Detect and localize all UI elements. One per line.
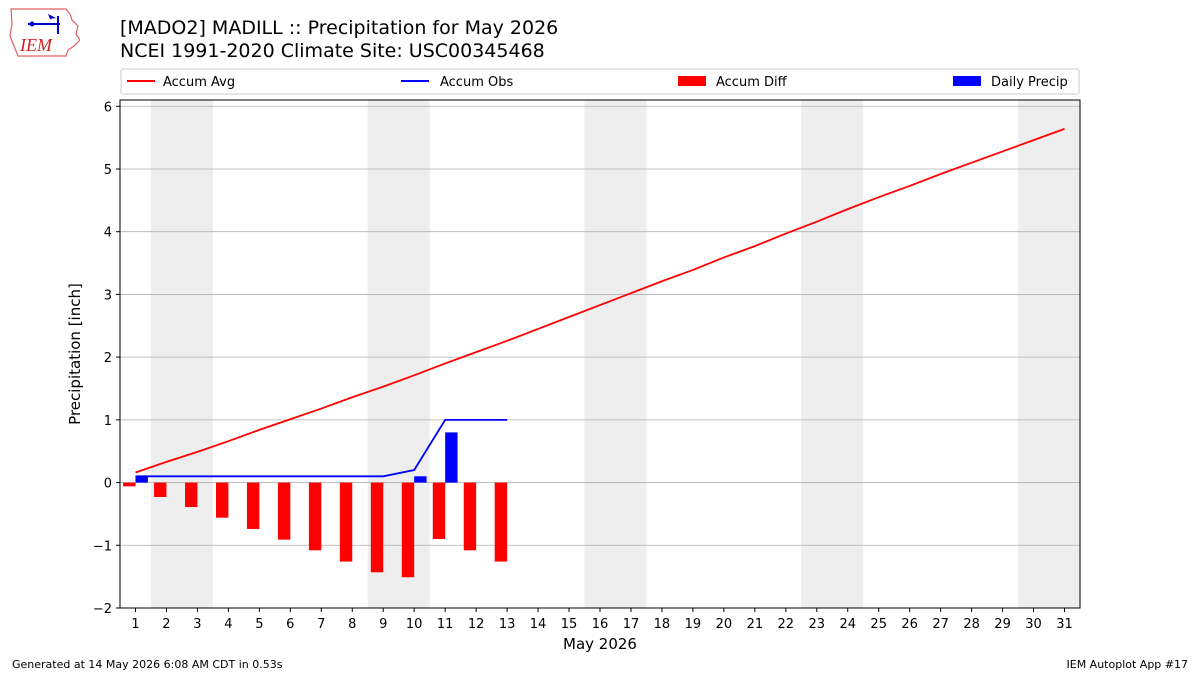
y-tick-label: 1 <box>104 414 112 429</box>
accum-diff-bar <box>463 482 477 551</box>
x-tick-label: 2 <box>162 617 170 632</box>
x-tick-label: 5 <box>255 617 263 632</box>
x-tick-label: 28 <box>963 617 980 632</box>
x-tick-label: 26 <box>901 617 918 632</box>
accum-diff-bar <box>494 482 508 562</box>
chart-subtitle: NCEI 1991-2020 Climate Site: USC00345468 <box>120 40 545 62</box>
accum-diff-bar <box>339 482 353 562</box>
x-tick-label: 23 <box>809 617 826 632</box>
legend-frame <box>120 68 1080 95</box>
accum-avg-line <box>135 128 1065 474</box>
accum-diff-bar <box>308 482 322 551</box>
legend-label-daily-precip: Daily Precip <box>991 75 1068 90</box>
x-tick-label: 10 <box>406 617 423 632</box>
legend: Accum Avg Accum Obs Accum Diff Daily Pre… <box>120 68 1080 95</box>
y-tick-label: 0 <box>104 477 112 492</box>
logo-text: IEM <box>19 35 53 55</box>
legend-label-accum-obs: Accum Obs <box>440 75 513 90</box>
app-credit: IEM Autoplot App #17 <box>1066 658 1189 671</box>
x-tick-label: 15 <box>561 617 578 632</box>
chart-title: [MADO2] MADILL :: Precipitation for May … <box>120 17 559 39</box>
x-tick-label: 7 <box>317 617 325 632</box>
x-tick-label: 14 <box>530 617 547 632</box>
y-tick-label: 3 <box>104 288 112 303</box>
x-tick-label: 1 <box>131 617 139 632</box>
iem-logo: IEM <box>9 8 80 57</box>
daily-precip-bar <box>135 476 148 483</box>
x-tick-label: 22 <box>778 617 795 632</box>
x-tick-label: 11 <box>437 617 454 632</box>
x-tick-label: 16 <box>592 617 609 632</box>
x-tick-label: 9 <box>379 617 387 632</box>
x-tick-label: 27 <box>932 617 949 632</box>
accum-diff-bar <box>154 482 167 497</box>
accum-diff-bar <box>123 482 136 487</box>
legend-label-accum-diff: Accum Diff <box>716 75 788 90</box>
accum-diff-bar <box>246 482 260 529</box>
x-tick-label: 13 <box>499 617 516 632</box>
legend-label-accum-avg: Accum Avg <box>163 75 235 90</box>
x-tick-label: 17 <box>623 617 640 632</box>
y-tick-label: 2 <box>104 351 112 366</box>
x-tick-label: 3 <box>193 617 201 632</box>
generated-timestamp: Generated at 14 May 2026 6:08 AM CDT in … <box>12 658 283 671</box>
x-tick-label: 18 <box>654 617 671 632</box>
x-tick-label: 8 <box>348 617 356 632</box>
daily-precip-bar <box>414 476 427 483</box>
y-tick-label: 5 <box>104 163 112 178</box>
x-tick-label: 25 <box>870 617 887 632</box>
x-tick-label: 19 <box>685 617 702 632</box>
x-tick-label: 24 <box>839 617 856 632</box>
accum-diff-bar <box>185 482 198 508</box>
accum-obs-line <box>135 418 508 478</box>
y-tick-label: 6 <box>104 100 112 115</box>
y-axis-label: Precipitation [inch] <box>66 283 84 425</box>
x-tick-label: 31 <box>1056 617 1073 632</box>
weekend-band <box>801 100 864 608</box>
y-axis: −2 −1 0 1 2 3 4 5 6 <box>93 100 120 617</box>
accum-diff-bar <box>277 482 291 540</box>
y-tick-label: 4 <box>104 226 112 241</box>
accum-diff-bar <box>216 482 229 518</box>
weekend-band <box>584 100 647 608</box>
y-gridlines <box>120 105 1080 609</box>
x-tick-label: 30 <box>1025 617 1042 632</box>
x-tick-label: 6 <box>286 617 294 632</box>
legend-swatch-daily-precip <box>953 76 981 86</box>
accum-diff-bar <box>370 482 384 573</box>
lines-layer <box>135 128 1065 478</box>
x-axis: 1 2 3 4 5 6 7 8 9 10 11 12 13 14 15 16 17 18 19 20 21 22 23 24 2… <box>131 608 1073 632</box>
x-axis-label: May 2026 <box>563 635 637 653</box>
accum-diff-bar <box>401 482 415 578</box>
accum-diff-bar <box>432 482 446 540</box>
x-tick-label: 21 <box>747 617 764 632</box>
daily-precip-bar <box>445 432 458 483</box>
x-tick-label: 4 <box>224 617 232 632</box>
legend-swatch-accum-diff <box>678 76 706 86</box>
weekend-band <box>150 100 213 608</box>
weekend-band <box>1018 100 1080 608</box>
bars-layer <box>123 432 508 578</box>
x-tick-label: 12 <box>468 617 485 632</box>
x-tick-label: 29 <box>994 617 1011 632</box>
x-tick-label: 20 <box>716 617 733 632</box>
y-tick-label: −1 <box>93 539 112 554</box>
y-tick-label: −2 <box>93 602 112 617</box>
iowa-outline-icon <box>9 8 80 57</box>
